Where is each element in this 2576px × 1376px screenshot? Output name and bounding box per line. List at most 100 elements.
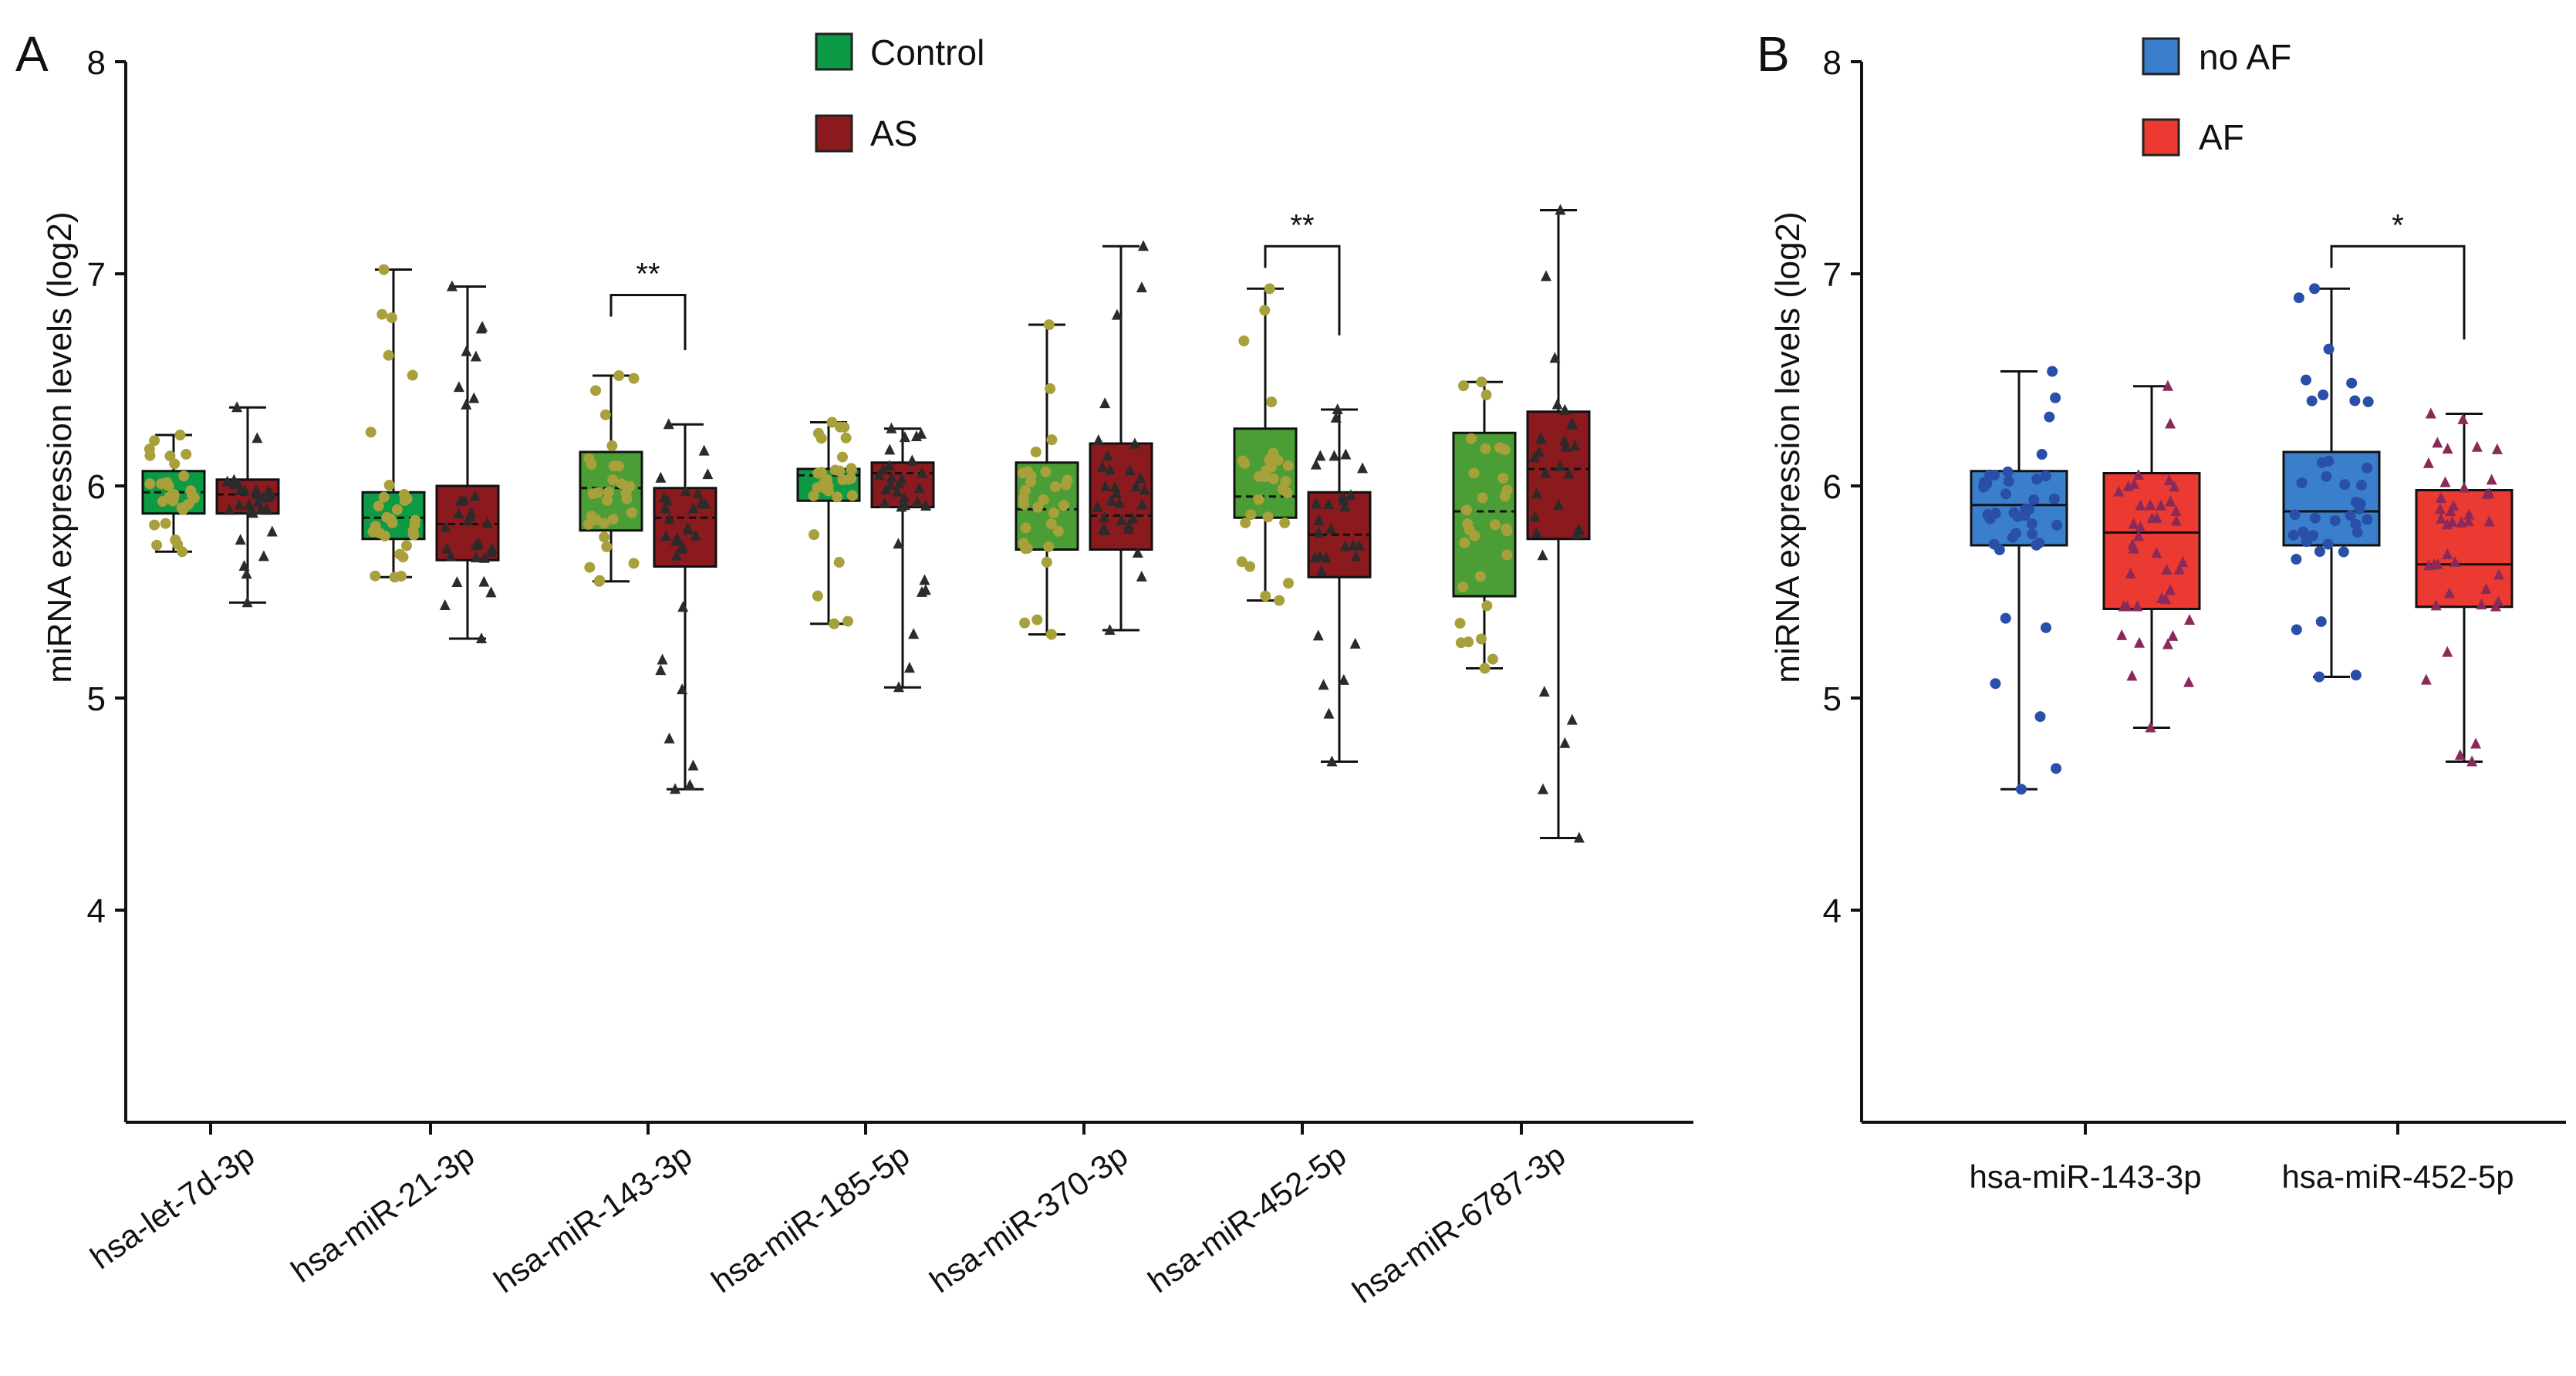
- data-point: [893, 681, 904, 693]
- data-point: [2466, 755, 2478, 767]
- data-point: [1104, 624, 1116, 635]
- data-point: [247, 507, 258, 518]
- data-point: [394, 548, 406, 560]
- data-point: [234, 498, 245, 510]
- data-point: [2430, 599, 2442, 611]
- data-point: [2463, 508, 2475, 520]
- data-point: [2314, 546, 2325, 558]
- data-point: [1538, 783, 1549, 794]
- data-point: [2161, 563, 2173, 575]
- data-point: [2040, 470, 2051, 482]
- data-point: [606, 440, 618, 451]
- data-point: [1477, 492, 1488, 504]
- data-point: [698, 444, 710, 456]
- data-point: [2308, 530, 2319, 541]
- data-point: [2470, 737, 2482, 749]
- data-point: [266, 525, 278, 537]
- data-point: [238, 560, 250, 572]
- y-tick-label: 8: [87, 44, 106, 82]
- data-point: [235, 534, 246, 545]
- data-point: [1531, 487, 1542, 499]
- x-tick-label: hsa-miR-452-5p: [1142, 1137, 1353, 1300]
- data-point: [2493, 568, 2505, 580]
- data-point: [687, 502, 699, 514]
- data-point: [1479, 663, 1491, 674]
- data-point: [677, 683, 688, 695]
- data-point: [1038, 494, 1049, 505]
- data-point: [164, 450, 176, 462]
- box-as: [1307, 403, 1372, 767]
- x-tick-label: hsa-let-7d-3p: [83, 1137, 261, 1276]
- data-point: [657, 653, 668, 665]
- data-point: [1062, 474, 1073, 486]
- panel-b-boxes: [1970, 283, 2514, 795]
- data-point: [2322, 538, 2334, 550]
- data-point: [692, 487, 704, 499]
- data-point: [181, 448, 192, 460]
- data-point: [1045, 383, 1056, 394]
- y-tick-label: 7: [87, 256, 106, 294]
- data-point: [1549, 352, 1561, 363]
- data-point: [843, 474, 855, 485]
- data-point: [453, 381, 464, 393]
- significance-label: *: [2392, 208, 2404, 242]
- data-point: [378, 264, 390, 275]
- y-tick-label: 7: [1823, 256, 1842, 294]
- data-point: [468, 392, 480, 403]
- data-point: [387, 517, 398, 528]
- data-point: [478, 551, 490, 563]
- box-as: [215, 401, 280, 608]
- data-point: [846, 463, 857, 474]
- data-point: [2442, 443, 2453, 454]
- data-point: [2346, 377, 2358, 389]
- data-point: [2425, 407, 2436, 419]
- data-point: [663, 732, 675, 744]
- data-point: [1135, 472, 1146, 484]
- data-point: [401, 493, 413, 504]
- data-point: [2128, 518, 2139, 529]
- data-point: [1114, 497, 1126, 508]
- data-point: [1136, 570, 1147, 582]
- data-point: [1240, 517, 1251, 528]
- data-point: [1052, 525, 1064, 537]
- data-point: [919, 574, 930, 585]
- data-point: [2113, 485, 2125, 497]
- data-point: [485, 586, 497, 598]
- data-point: [833, 557, 845, 568]
- panel-a: A miRNA expression levels (log2) 4 5 6 7 8 hs…: [15, 26, 1693, 1310]
- data-point: [2127, 538, 2139, 550]
- data-point: [1136, 281, 1147, 292]
- y-tick-label: 4: [87, 892, 106, 930]
- data-point: [2314, 671, 2325, 683]
- data-point: [144, 478, 156, 490]
- data-point: [475, 632, 487, 643]
- data-point: [2051, 763, 2062, 774]
- bracket-line: [2330, 245, 2466, 340]
- box-iqr: [1452, 431, 1517, 598]
- data-point: [842, 615, 853, 627]
- x-tick-label: hsa-miR-452-5p: [2281, 1158, 2514, 1195]
- data-point: [1480, 443, 1491, 454]
- box-no-af: [1970, 366, 2068, 795]
- data-point: [1116, 514, 1127, 525]
- data-point: [2165, 417, 2176, 429]
- data-point: [461, 345, 472, 356]
- data-point: [2486, 474, 2497, 485]
- data-point: [2031, 474, 2043, 485]
- data-point: [2162, 379, 2173, 391]
- data-point: [1487, 653, 1498, 665]
- data-point: [670, 783, 681, 794]
- panel-a-boxes: [141, 204, 1591, 843]
- data-point: [916, 585, 927, 597]
- data-point: [241, 596, 253, 608]
- data-point: [607, 514, 619, 525]
- y-tick-label: 6: [1823, 468, 1842, 506]
- data-point: [2167, 629, 2179, 641]
- data-point: [252, 432, 263, 443]
- data-point: [2483, 487, 2495, 498]
- data-point: [185, 485, 197, 497]
- data-point: [2170, 514, 2182, 526]
- data-point: [1490, 519, 1501, 531]
- data-point: [1139, 484, 1150, 495]
- data-point: [1261, 464, 1272, 476]
